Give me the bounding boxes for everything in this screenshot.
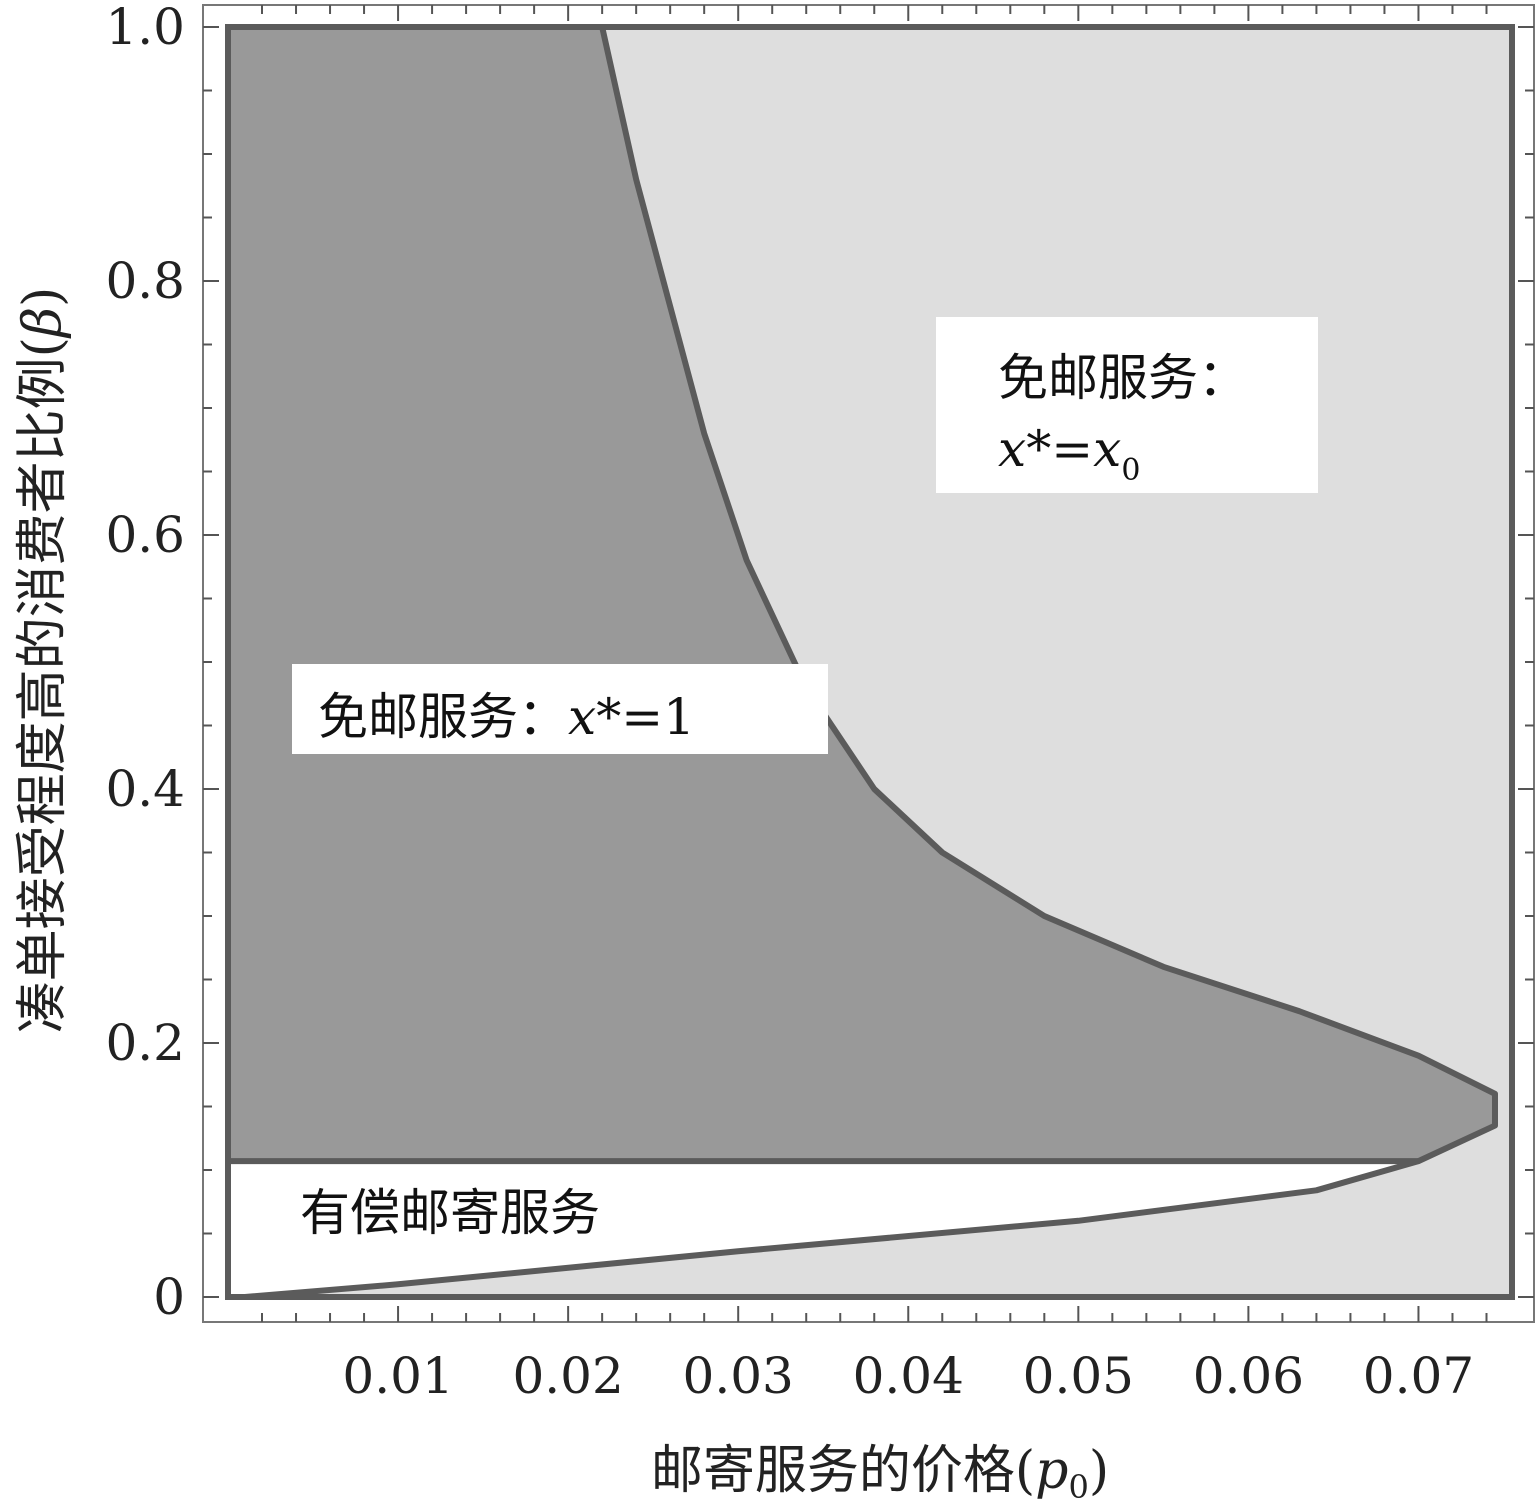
label-paid: 有偿邮寄服务 — [300, 1184, 600, 1242]
y-tick-label: 1.0 — [105, 0, 185, 56]
x-axis-title: 邮寄服务的价格(p0) — [651, 1441, 1109, 1506]
boundary-curve — [244, 26, 1498, 1300]
y-tick-label: 0.2 — [105, 1014, 185, 1072]
region-paid-shipping — [228, 1161, 1419, 1297]
region-free-shipping-x1 — [228, 27, 1495, 1162]
x-tick-label: 0.05 — [1023, 1347, 1134, 1405]
label-free-x0-line2: x*=x0 — [998, 420, 1140, 488]
inner-frame — [225, 24, 1515, 1300]
x-tick-label: 0.02 — [512, 1347, 623, 1405]
x-tick-label: 0.04 — [853, 1347, 964, 1405]
x-tick-label: 0.03 — [683, 1347, 794, 1405]
y-tick-label: 0.8 — [105, 252, 185, 310]
label-box-x1 — [292, 664, 828, 754]
x-tick-label: 0.07 — [1363, 1347, 1474, 1405]
axis-tick-labels: 0.01 0.02 0.03 0.04 0.05 0.06 0.07 0 0.2 0.4 0.6 0.… — [105, 0, 1474, 1405]
y-tick-label: 0.6 — [105, 506, 185, 564]
x-tick-label: 0.06 — [1193, 1347, 1304, 1405]
y-axis-title: 凑单接受程度高的消费者比例(β) — [13, 287, 73, 1034]
label-box-x0 — [936, 317, 1318, 493]
label-free-x0-line1: 免邮服务： — [998, 349, 1248, 407]
label-free-x1: 免邮服务：x*=1 — [318, 688, 695, 746]
axis-ticks — [203, 5, 1534, 1322]
x-tick-label: 0.01 — [342, 1347, 453, 1405]
y-tick-label: 0.4 — [105, 760, 185, 818]
y-tick-label: 0 — [153, 1268, 185, 1326]
